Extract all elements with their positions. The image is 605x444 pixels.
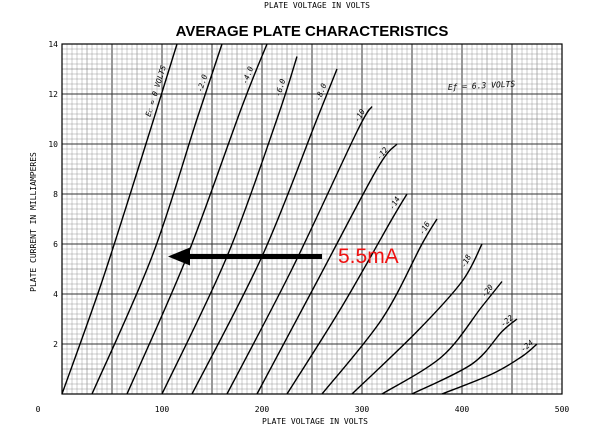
y-tick-label: 4 [53,290,58,299]
curve [351,243,483,395]
y-tick-label: 10 [48,140,58,149]
x-tick-label: 500 [555,405,570,414]
curve [321,218,438,395]
y-axis-label: PLATE CURRENT IN MILLIAMPERES [29,152,38,292]
axis-ticks: 0 100 200 300 400 500 2 4 6 8 10 12 14 [36,40,570,414]
curve [256,143,398,395]
curve [411,318,518,395]
y-tick-label: 6 [53,240,58,249]
x-tick-label: 0 [36,405,41,414]
top-caption: PLATE VOLTAGE IN VOLTS [264,1,370,10]
x-tick-label: 400 [455,405,470,414]
curve [161,56,298,395]
curve-label: -4.0 [240,65,255,86]
curve [381,281,503,395]
y-tick-label: 2 [53,340,58,349]
y-tick-label: 12 [48,90,58,99]
chart-title: AVERAGE PLATE CHARACTERISTICS [176,23,449,40]
curve [191,68,338,395]
curve [91,43,223,395]
x-tick-label: 100 [155,405,170,414]
curve [286,193,408,395]
marker-arrow-head [168,247,190,266]
curve [61,43,178,395]
curve-label: -22 [499,313,516,329]
curve [441,343,538,395]
y-tick-label: 8 [53,190,58,199]
curve-label: -24 [519,338,535,354]
current-marker [168,247,322,266]
curves: Eᴄ = 0 VOLTS -2.0 -4.0-6.0 -8.0-10-12-14-16… [61,43,538,395]
x-axis-label: PLATE VOLTAGE IN VOLTS [262,417,368,426]
curve-label: -2.0 [195,73,209,93]
marker-label: 5.5mA [338,245,399,268]
filament-annotation: Eƒ = 6.3 VOLTS [448,79,516,92]
y-tick-label: 14 [48,40,58,49]
curve [226,106,373,395]
curve [126,43,268,395]
curve-label: -10 [352,107,367,124]
x-tick-label: 300 [355,405,370,414]
plot-frame [61,43,563,395]
grid [61,43,563,395]
x-tick-label: 200 [255,405,270,414]
